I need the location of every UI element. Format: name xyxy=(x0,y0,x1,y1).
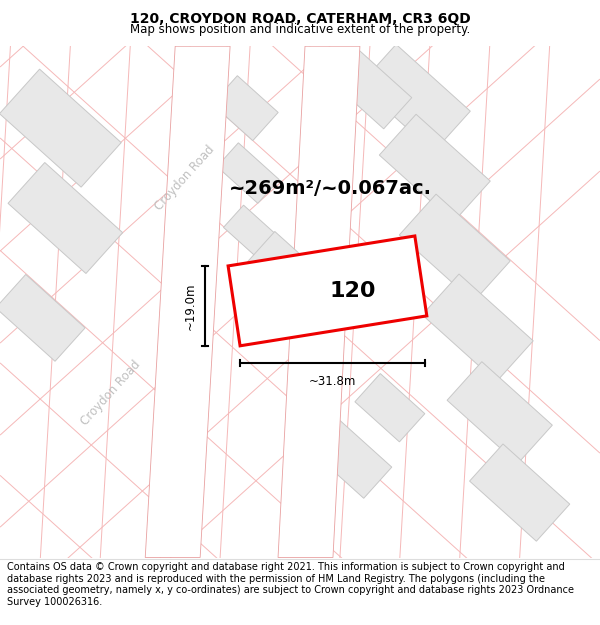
Text: 120, CROYDON ROAD, CATERHAM, CR3 6QD: 120, CROYDON ROAD, CATERHAM, CR3 6QD xyxy=(130,11,470,26)
Polygon shape xyxy=(217,143,279,203)
Text: Croydon Road: Croydon Road xyxy=(78,357,143,428)
Polygon shape xyxy=(308,417,392,498)
Polygon shape xyxy=(245,231,345,328)
Text: ~19.0m: ~19.0m xyxy=(184,282,197,329)
Polygon shape xyxy=(228,236,427,346)
Polygon shape xyxy=(359,44,470,152)
Polygon shape xyxy=(212,76,278,141)
Polygon shape xyxy=(0,69,121,187)
Polygon shape xyxy=(379,114,490,222)
Polygon shape xyxy=(399,194,510,302)
Text: Contains OS data © Crown copyright and database right 2021. This information is : Contains OS data © Crown copyright and d… xyxy=(7,562,574,607)
Polygon shape xyxy=(447,362,553,464)
Text: 120: 120 xyxy=(329,281,376,301)
Polygon shape xyxy=(8,162,122,274)
Text: Croydon Road: Croydon Road xyxy=(153,143,218,213)
Polygon shape xyxy=(223,205,281,261)
Text: ~31.8m: ~31.8m xyxy=(309,375,356,388)
Text: Map shows position and indicative extent of the property.: Map shows position and indicative extent… xyxy=(130,23,470,36)
Polygon shape xyxy=(145,46,230,558)
Polygon shape xyxy=(278,46,360,558)
Text: ~269m²/~0.067ac.: ~269m²/~0.067ac. xyxy=(229,179,431,198)
Polygon shape xyxy=(0,274,85,361)
Polygon shape xyxy=(422,274,533,382)
Polygon shape xyxy=(355,374,425,442)
Polygon shape xyxy=(328,48,412,129)
Polygon shape xyxy=(470,444,570,541)
